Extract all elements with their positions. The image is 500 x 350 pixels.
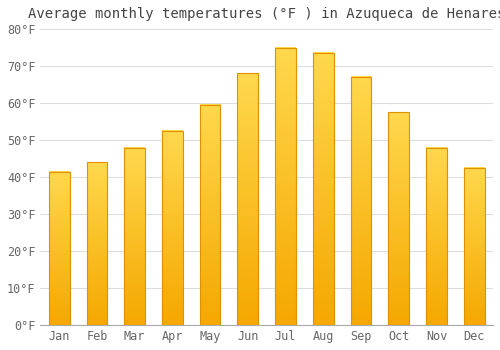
Bar xyxy=(464,168,484,325)
Title: Average monthly temperatures (°F ) in Azuqueca de Henares: Average monthly temperatures (°F ) in Az… xyxy=(28,7,500,21)
Bar xyxy=(200,105,220,325)
Bar xyxy=(350,77,372,325)
Bar xyxy=(49,172,70,325)
Bar xyxy=(238,74,258,325)
Bar xyxy=(275,48,296,325)
Bar xyxy=(86,162,108,325)
Bar xyxy=(426,147,447,325)
Bar xyxy=(162,131,182,325)
Bar xyxy=(313,53,334,325)
Bar xyxy=(388,112,409,325)
Bar xyxy=(124,147,145,325)
